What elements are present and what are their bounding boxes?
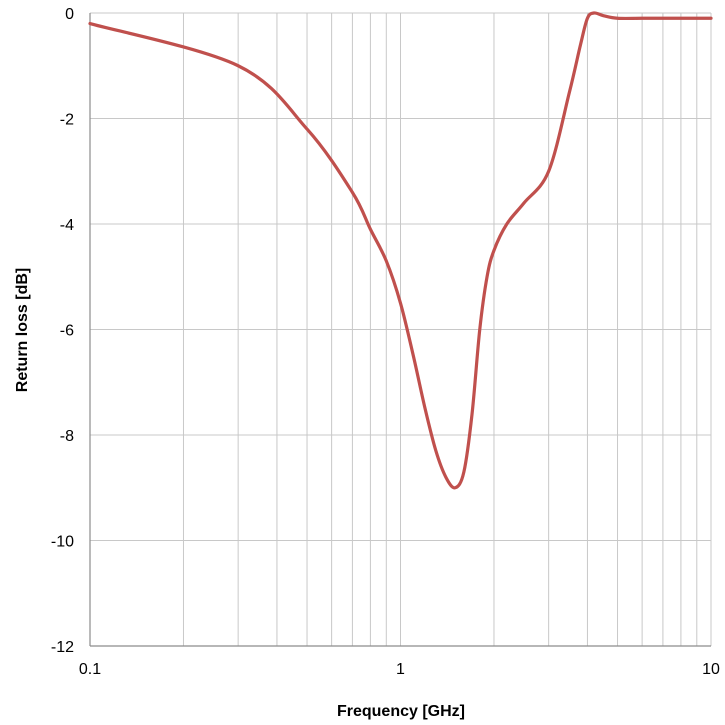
y-axis-label: Return loss [dB] [14, 268, 31, 392]
y-tick-label: -2 [60, 112, 74, 129]
y-tick-label: 0 [65, 6, 74, 23]
y-tick-label: -12 [51, 639, 74, 656]
y-tick-label: -8 [60, 428, 74, 445]
series-line-0 [88, 11, 713, 490]
x-tick-label: 10 [702, 661, 720, 678]
x-tick-label: 1 [396, 661, 405, 678]
y-tick-label: -10 [51, 534, 74, 551]
y-tick-label: -4 [60, 217, 74, 234]
y-tick-label: -6 [60, 323, 74, 340]
tick-labels: 0 -2 -4 -6 -8 -10 -12 0.1 1 10 [51, 6, 720, 678]
x-axis-label: Frequency [GHz] [337, 703, 465, 720]
axes [89, 13, 711, 647]
x-tick-label: 0.1 [79, 661, 101, 678]
series-layer [88, 11, 713, 490]
grid [89, 12, 712, 647]
